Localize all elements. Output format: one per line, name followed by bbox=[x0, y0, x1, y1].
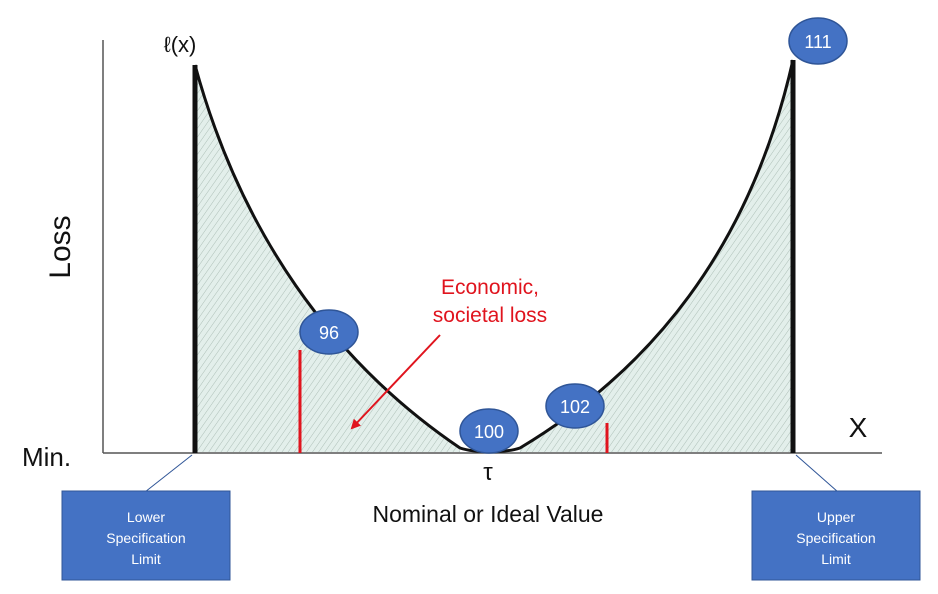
upper-connector bbox=[795, 454, 839, 493]
loss-area-fill bbox=[195, 60, 793, 452]
lower-spec-line2: Specification bbox=[106, 530, 185, 546]
marker-96-text: 96 bbox=[319, 323, 339, 343]
marker-111-text: 111 bbox=[804, 32, 831, 52]
marker-100: 100 bbox=[459, 408, 519, 454]
marker-111: 111 bbox=[788, 17, 848, 65]
economic-loss-line2: societal loss bbox=[433, 304, 547, 327]
upper-spec-box: Upper Specification Limit bbox=[751, 490, 921, 581]
x-axis-label: X bbox=[849, 412, 868, 443]
lower-spec-line3: Limit bbox=[131, 551, 161, 567]
tau-label: τ bbox=[483, 459, 493, 486]
lower-spec-line1: Lower bbox=[127, 509, 165, 525]
lower-connector bbox=[144, 454, 193, 493]
economic-loss-line1: Economic, bbox=[441, 276, 539, 299]
marker-102: 102 bbox=[545, 383, 605, 429]
upper-spec-line2: Specification bbox=[796, 530, 875, 546]
min-label: Min. bbox=[22, 442, 71, 472]
marker-100-text: 100 bbox=[474, 422, 504, 442]
marker-96: 96 bbox=[299, 309, 359, 355]
y-axis-label: Loss bbox=[44, 215, 77, 278]
economic-loss-arrow bbox=[350, 334, 441, 430]
upper-spec-line1: Upper bbox=[817, 509, 855, 525]
loss-function-label: ℓ(x) bbox=[164, 32, 197, 57]
lower-spec-box: Lower Specification Limit bbox=[61, 490, 231, 581]
nominal-label: Nominal or Ideal Value bbox=[373, 501, 604, 527]
upper-spec-line3: Limit bbox=[821, 551, 851, 567]
marker-102-text: 102 bbox=[560, 397, 590, 417]
